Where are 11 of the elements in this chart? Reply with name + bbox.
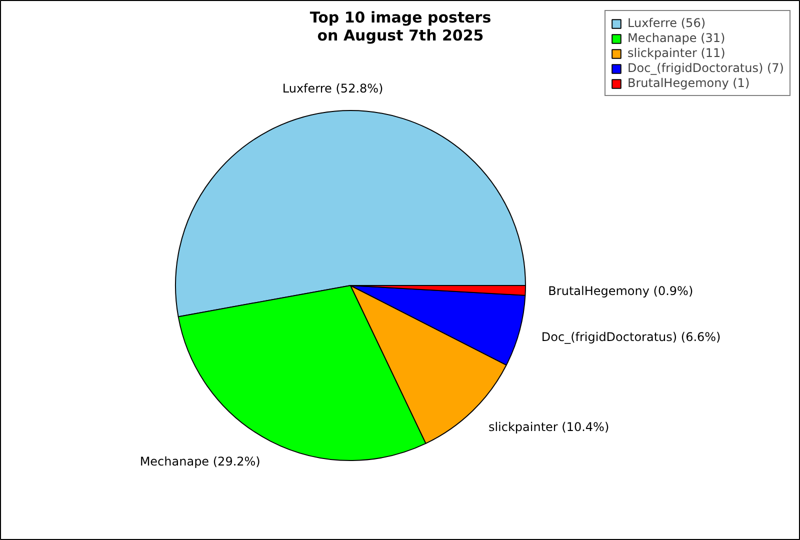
data-label: Mechanape (29.2%) xyxy=(140,454,260,469)
legend-label: BrutalHegemony (1) xyxy=(628,76,750,90)
legend-label: slickpainter (11) xyxy=(628,46,726,60)
legend-label: Doc_(frigidDoctoratus) (7) xyxy=(628,61,784,75)
data-label: slickpainter (10.4%) xyxy=(488,420,610,434)
legend-label: Mechanape (31) xyxy=(628,31,726,45)
legend-label: Luxferre (56) xyxy=(628,16,706,30)
text: Top 10 image posters on August 7th 2025 xyxy=(310,8,492,44)
data-label: Doc_(frigidDoctoratus) (6.6%) xyxy=(541,330,721,344)
data-label: BrutalHegemony (0.9%) xyxy=(548,284,694,298)
data-label: Luxferre (52.8%) xyxy=(282,82,384,96)
